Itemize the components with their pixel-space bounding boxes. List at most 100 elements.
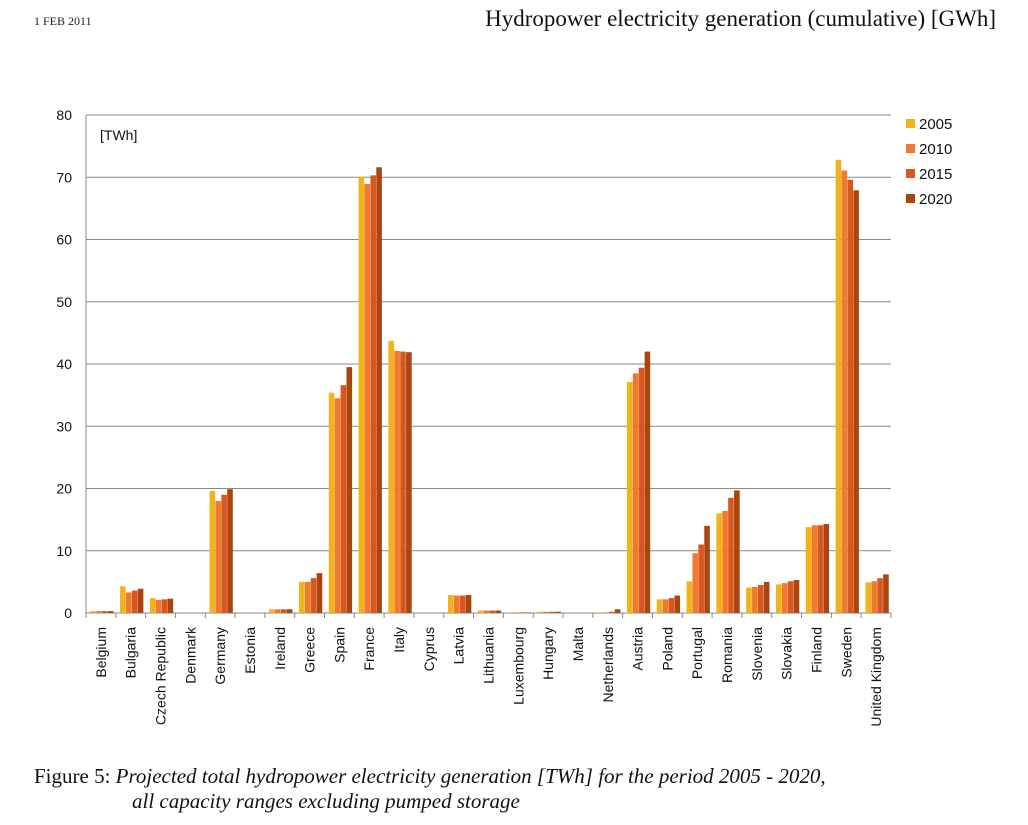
x-tick-label: Estonia — [242, 627, 258, 674]
bar — [674, 595, 681, 613]
x-tick-label: Ireland — [272, 627, 288, 670]
bar — [638, 367, 645, 613]
bar — [823, 523, 830, 613]
bar — [835, 159, 842, 613]
x-tick-label: Latvia — [451, 627, 467, 665]
legend-label: 2015 — [919, 166, 952, 183]
bar — [102, 611, 108, 613]
bar — [781, 583, 788, 613]
bar — [704, 525, 710, 613]
bar — [161, 599, 168, 613]
bar — [316, 573, 323, 613]
x-tick-label: Cyprus — [421, 627, 437, 671]
legend-swatch — [906, 144, 915, 153]
chart-gridlines — [86, 114, 891, 614]
bar — [597, 612, 603, 613]
bar — [543, 611, 549, 613]
x-tick-label: Poland — [659, 627, 675, 671]
y-tick-label: 20 — [56, 481, 72, 497]
bar — [125, 592, 132, 613]
bar — [549, 611, 555, 613]
bar — [137, 588, 144, 613]
bar — [167, 598, 174, 613]
bar — [358, 176, 365, 613]
bar — [883, 574, 889, 613]
page-header-title: Hydropower electricity generation (cumul… — [485, 6, 996, 31]
x-tick-label: Romania — [719, 627, 735, 683]
bar — [805, 527, 812, 613]
bar — [746, 587, 752, 613]
bar — [90, 611, 96, 613]
x-tick-label: Germany — [212, 627, 228, 685]
y-axis: 0 10 20 30 40 50 60 70 80 — [56, 107, 87, 621]
bar — [275, 609, 281, 613]
bar — [483, 610, 490, 613]
y-tick-label: 30 — [56, 418, 72, 434]
bar — [364, 184, 371, 613]
x-axis: Belgium Bulgaria Czech Republic Denmark Germ… — [85, 613, 892, 727]
bar — [668, 598, 675, 613]
caption-line-1: Projected total hydropower electricity g… — [115, 764, 826, 788]
bar — [227, 489, 233, 613]
bar — [96, 611, 102, 613]
bar — [692, 553, 699, 613]
chart-legend: 2005 2010 2015 2020 — [906, 116, 952, 208]
chart-bars — [90, 159, 889, 614]
bar — [507, 612, 514, 613]
bar — [406, 352, 412, 613]
bar — [376, 167, 382, 614]
y-tick-label: 40 — [56, 356, 72, 372]
bar — [298, 581, 305, 613]
legend-label: 2020 — [919, 191, 952, 208]
x-tick-label: Netherlands — [600, 627, 616, 703]
legend-swatch — [906, 194, 915, 203]
bar — [346, 367, 353, 613]
bar — [221, 494, 227, 613]
bar — [787, 581, 794, 613]
bar — [215, 500, 222, 613]
x-tick-label: Austria — [630, 627, 646, 671]
bar — [537, 611, 544, 613]
x-tick-label: Finland — [808, 627, 824, 673]
bar — [793, 580, 800, 613]
bar — [465, 594, 472, 613]
x-tick-label: Italy — [391, 627, 407, 653]
bar — [269, 609, 275, 613]
bar — [632, 373, 639, 613]
bar — [728, 497, 734, 613]
bar — [388, 340, 395, 613]
x-tick-label: France — [361, 627, 377, 671]
legend-swatch — [906, 169, 915, 178]
bar — [286, 609, 293, 613]
x-tick-label: Luxembourg — [510, 627, 526, 705]
y-tick-label: 0 — [64, 605, 72, 621]
bar — [155, 599, 162, 613]
legend-label: 2005 — [919, 116, 952, 133]
bar — [614, 609, 621, 613]
document-date: 1 FEB 2011 — [34, 14, 92, 28]
bar — [871, 581, 877, 613]
bar — [603, 612, 609, 613]
bar — [370, 175, 376, 613]
bar — [525, 612, 531, 613]
unit-label: [TWh] — [100, 127, 137, 143]
bar — [656, 599, 663, 613]
x-tick-label: Greece — [302, 627, 318, 673]
x-tick-label: Spain — [331, 627, 347, 663]
y-tick-label: 10 — [56, 543, 72, 559]
bar — [209, 490, 216, 613]
bar — [519, 612, 526, 613]
bar — [453, 595, 460, 613]
bar — [555, 611, 561, 613]
bar — [763, 581, 770, 613]
bar — [513, 612, 520, 613]
x-tick-label: Belgium — [93, 627, 109, 678]
bar — [775, 584, 782, 613]
legend-swatch — [906, 119, 915, 128]
x-tick-label: Bulgaria — [123, 627, 139, 679]
bar — [734, 490, 740, 613]
bar — [811, 525, 818, 613]
bar — [865, 582, 872, 613]
bar — [757, 584, 764, 613]
caption-label: Figure 5: — [34, 764, 111, 788]
